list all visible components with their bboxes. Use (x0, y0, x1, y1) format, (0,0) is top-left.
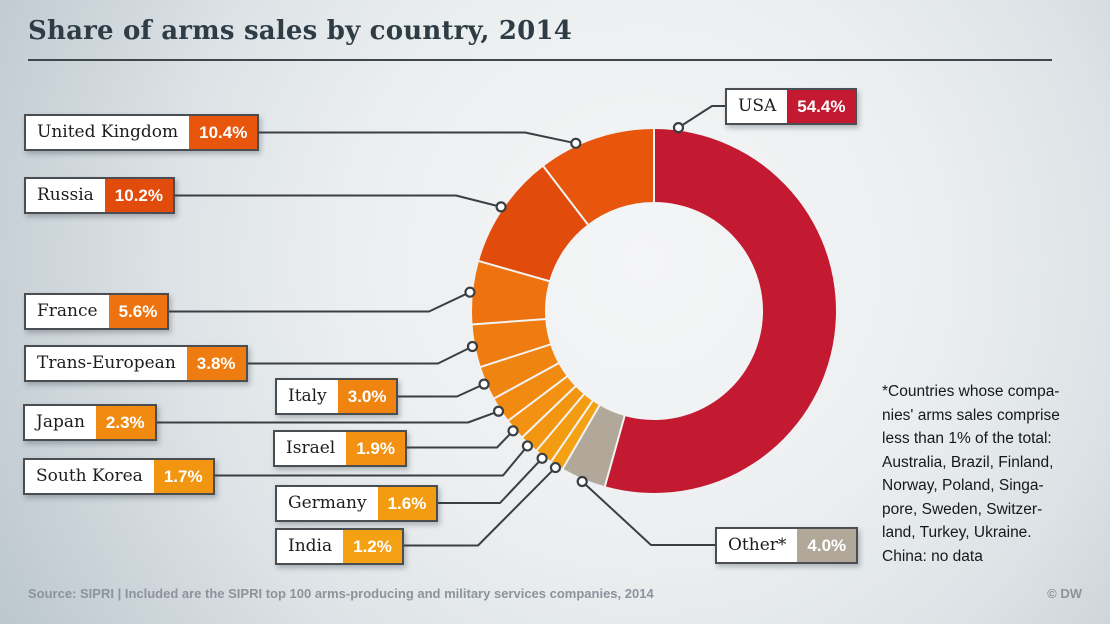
footnote-line: nies' arms sales comprise (882, 406, 1060, 424)
slice-france (472, 261, 550, 325)
slice-separator (535, 392, 586, 452)
percent-value: 54.4% (787, 90, 856, 123)
slice-separator (603, 414, 626, 488)
callout-usa: USA 54.4% (725, 88, 858, 125)
callout-india: India 1.2% (275, 528, 404, 565)
percent-value: 1.6% (377, 487, 437, 520)
slice-separator (542, 165, 590, 226)
leader-line (130, 291, 471, 313)
percent-value: 1.7% (153, 460, 213, 493)
leader-dot (536, 452, 548, 464)
footnote-line: pore, Sweden, Switzer- (882, 500, 1043, 518)
slice-trans-european (472, 319, 551, 367)
callout-other: Other* 4.0% (715, 527, 859, 564)
leader-dot (492, 405, 505, 417)
percent-value: 3.0% (337, 380, 397, 413)
leader-line (370, 430, 514, 449)
leader-dot (464, 286, 476, 298)
dw-credit: © DW (1047, 586, 1082, 601)
slice-south-korea (522, 386, 584, 451)
country-name: Japan (25, 406, 96, 439)
callout-japan: Japan 2.3% (23, 404, 157, 441)
footnote-line: China: no data (882, 547, 983, 565)
percent-value: 5.6% (108, 295, 168, 328)
callout-united-kingdom: United Kingdom 10.4% (24, 114, 260, 151)
country-name: France (26, 295, 109, 328)
slice-japan (494, 363, 567, 421)
slice-other (562, 405, 625, 487)
footnote-line: land, Turkey, Ukraine. (882, 524, 1032, 541)
footnote-line: Norway, Poland, Singa- (882, 477, 1044, 494)
percent-value: 1.9% (346, 432, 405, 465)
callout-germany: Germany 1.6% (275, 485, 439, 522)
callout-south-korea: South Korea 1.7% (23, 458, 215, 495)
callout-france: France 5.6% (24, 293, 170, 330)
percent-value: 2.3% (95, 406, 155, 439)
page-title: Share of arms sales by country, 2014 (28, 16, 573, 46)
slice-israel (508, 376, 576, 437)
country-name: USA (727, 90, 788, 123)
slice-separator (507, 375, 569, 422)
country-name: Russia (26, 179, 105, 212)
source-text: Source: SIPRI | Included are the SIPRI t… (28, 586, 654, 601)
leader-dot (549, 461, 562, 474)
slice-separator (561, 404, 601, 470)
leader-dot (478, 378, 490, 390)
leader-dot (576, 475, 588, 488)
slice-germany (536, 394, 593, 462)
slice-usa (604, 129, 836, 493)
callout-israel: Israel 1.9% (273, 430, 407, 467)
country-name: Israel (275, 432, 347, 465)
title-underline (28, 59, 1052, 61)
leader-dot (495, 201, 507, 213)
footnote: *Countries whose compa- nies' arms sales… (882, 380, 1097, 568)
callout-italy: Italy 3.0% (275, 378, 399, 415)
leader-dot (521, 440, 534, 452)
slice-separator (521, 385, 577, 439)
slice-separator (492, 361, 560, 400)
leader-dot (672, 122, 685, 134)
leader-dot (507, 425, 519, 437)
footnote-line: less than 1% of the total: (882, 430, 1052, 447)
slice-russia (478, 166, 588, 282)
leader-line (220, 345, 473, 365)
footnote-line: *Countries whose compa- (882, 383, 1060, 400)
country-name: India (277, 530, 344, 563)
slice-india (551, 400, 600, 469)
leader-line (130, 410, 499, 424)
callout-trans-european: Trans-European 3.8% (24, 345, 248, 382)
percent-value: 3.8% (186, 347, 246, 380)
country-name: Italy (277, 380, 338, 413)
slice-united-kingdom (543, 129, 654, 225)
percent-value: 4.0% (797, 529, 857, 562)
slice-italy (480, 344, 559, 399)
leader-dot (466, 340, 479, 353)
slice-separator (477, 259, 551, 283)
percent-value: 10.2% (104, 179, 173, 212)
leader-dot (570, 137, 582, 149)
leader-line (180, 445, 529, 477)
slice-separator (479, 343, 552, 369)
callout-russia: Russia 10.2% (24, 177, 175, 214)
slice-separator (549, 399, 594, 463)
country-name: Germany (277, 487, 378, 520)
country-name: Trans-European (26, 347, 187, 380)
leader-line (140, 194, 502, 208)
country-name: United Kingdom (26, 116, 190, 149)
percent-value: 1.2% (343, 530, 402, 563)
leader-line (581, 480, 740, 546)
country-name: Other* (717, 529, 798, 562)
leader-line (220, 131, 577, 145)
country-name: South Korea (25, 460, 154, 493)
footnote-line: Australia, Brazil, Finland, (882, 453, 1054, 471)
slice-separator (471, 317, 547, 326)
percent-value: 10.4% (189, 116, 258, 149)
